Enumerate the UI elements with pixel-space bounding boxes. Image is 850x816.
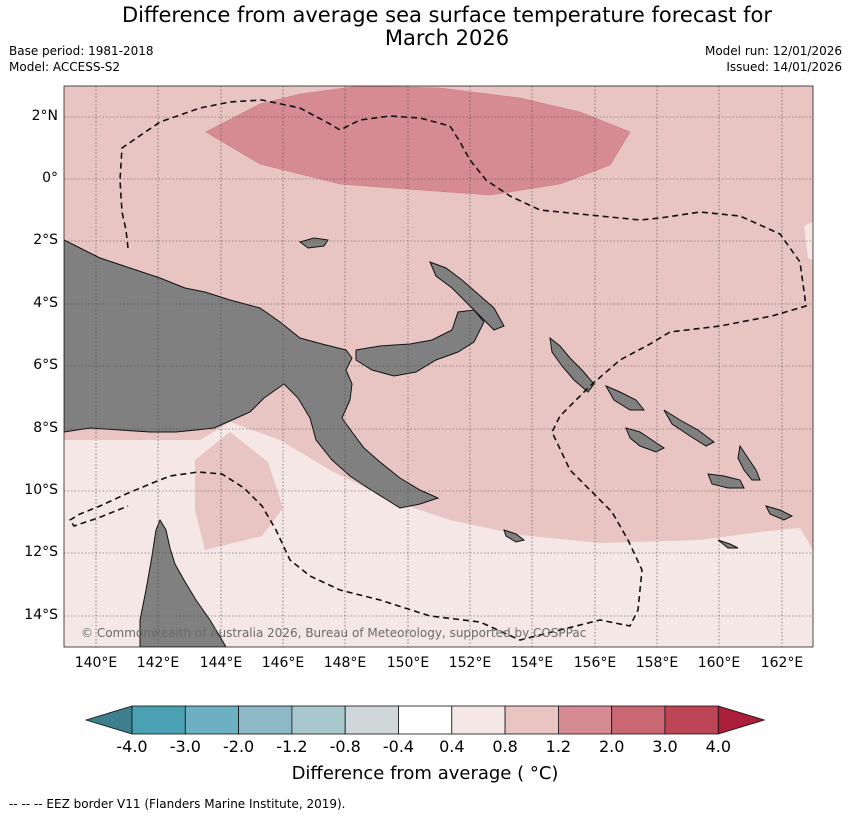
colorbar-segment (664, 705, 719, 735)
colorbar-segment (238, 705, 293, 735)
model-name: Model: ACCESS-S2 (9, 60, 121, 74)
latitude-label: 8°S (33, 420, 58, 436)
colorbar-extend-low (84, 705, 133, 735)
colorbar-segment (131, 705, 186, 735)
colorbar-segment (504, 705, 559, 735)
colorbar-segment (398, 705, 453, 735)
land-new-ireland (429, 261, 505, 331)
longitude-label: 160°E (697, 655, 741, 671)
land-bougainville (549, 336, 595, 393)
longitude-label: 154°E (510, 655, 554, 671)
colorbar-label: Difference from average ( °C) (291, 763, 559, 784)
colorbar-tick-label: 1.2 (545, 737, 572, 756)
longitude-label: 142°E (136, 655, 180, 671)
land-louisiade (503, 529, 526, 543)
longitude-label: 162°E (760, 655, 804, 671)
sst-anomaly-map (63, 85, 814, 648)
anomaly-region-1.2-2.0 (205, 86, 631, 196)
colorbar-tick-label: -3.0 (169, 737, 201, 756)
latitude-label: 14°S (24, 607, 58, 623)
land-solomon-4 (737, 444, 761, 481)
latitude-label: 4°S (33, 295, 58, 311)
longitude-label: 158°E (635, 655, 679, 671)
chart-title: Difference from average sea surface temp… (0, 4, 850, 50)
colorbar-extend-high (717, 705, 766, 735)
copyright-notice: © Commonwealth of Australia 2026, Bureau… (81, 626, 587, 640)
colorbar-segment (291, 705, 346, 735)
colorbar-tick-label: -0.4 (382, 737, 415, 756)
longitude-label: 152°E (448, 655, 492, 671)
base-period: Base period: 1981-2018 (9, 44, 154, 58)
colorbar-tick-label: -1.2 (276, 737, 308, 756)
land-rennell (717, 539, 739, 549)
longitude-label: 156°E (573, 655, 617, 671)
land-solomon-2 (663, 409, 715, 447)
colorbar-tick-label: -0.8 (329, 737, 361, 756)
colorbar-tick-label: 4.0 (705, 737, 732, 756)
issued-date: Issued: 14/01/2026 (726, 60, 842, 74)
model-run: Model run: 12/01/2026 (704, 44, 842, 58)
latitude-label: 12°S (24, 544, 58, 560)
land-solomon-3 (625, 427, 665, 453)
longitude-label: 140°E (74, 655, 118, 671)
land-solomon-6 (765, 505, 794, 521)
meta-left: Base period: 1981-2018 Model: ACCESS-S2 (9, 43, 154, 75)
longitude-label: 150°E (386, 655, 430, 671)
map-frame (63, 85, 814, 648)
colorbar-segment (184, 705, 240, 735)
colorbar-segment (451, 705, 506, 735)
eez-footnote: -- -- -- EEZ border V11 (Flanders Marine… (9, 797, 346, 811)
colorbar-tick-label: 2.0 (598, 737, 625, 756)
latitude-label: 10°S (24, 482, 58, 498)
colorbar-tick-label: -4.0 (116, 737, 148, 756)
anomaly-region-0.4-0.8-east (804, 222, 813, 260)
colorbar-segment (558, 705, 613, 735)
latitude-label: 6°S (33, 357, 58, 373)
colorbar-segment (344, 705, 399, 735)
meta-right: Model run: 12/01/2026 Issued: 14/01/2026 (705, 43, 842, 75)
longitude-label: 148°E (323, 655, 367, 671)
latitude-label: 2°S (33, 232, 58, 248)
colorbar-tick-label: 3.0 (652, 737, 678, 756)
title-line-1: Difference from average sea surface temp… (122, 3, 772, 27)
land-cape-york (139, 518, 227, 647)
land-manus (298, 237, 329, 249)
land-new-guinea (64, 239, 440, 509)
map-grid (64, 86, 813, 647)
colorbar-tick-label: -2.0 (222, 737, 255, 756)
colorbar-tick-label: 0.8 (492, 737, 518, 756)
land-solomon-5 (707, 473, 745, 489)
latitude-label: 2°N (31, 108, 58, 124)
colorbar-tick-label: 0.4 (439, 737, 465, 756)
longitude-label: 144°E (199, 655, 243, 671)
title-line-2: March 2026 (384, 26, 510, 50)
latitude-label: 0° (42, 170, 58, 186)
longitude-label: 146°E (261, 655, 305, 671)
colorbar-segment (611, 705, 666, 735)
land-new-britain (355, 309, 485, 377)
land-solomon-1 (604, 384, 646, 411)
